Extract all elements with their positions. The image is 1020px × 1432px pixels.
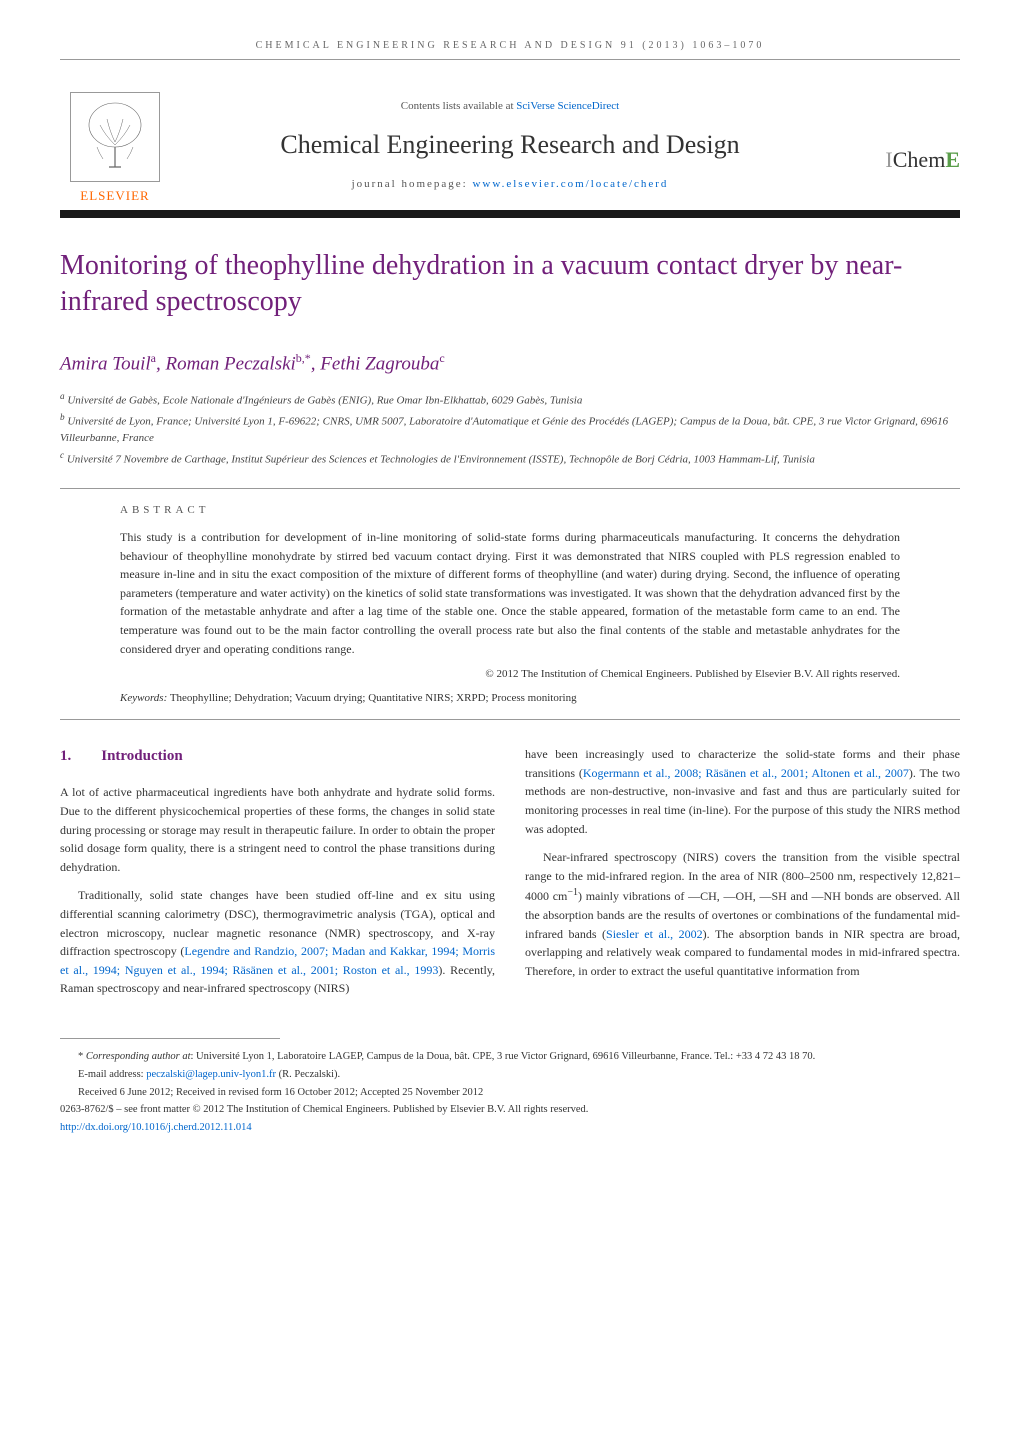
left-column: 1. Introduction A lot of active pharmaceu… (60, 745, 495, 1008)
doi-line: http://dx.doi.org/10.1016/j.cherd.2012.1… (60, 1120, 960, 1136)
header-rule (60, 59, 960, 60)
footer-rule (60, 1038, 280, 1039)
affiliation-a: a Université de Gabès, Ecole Nationale d… (60, 390, 960, 409)
email-link[interactable]: peczalski@lagep.univ-lyon1.fr (146, 1069, 276, 1080)
keywords-text: Theophylline; Dehydration; Vacuum drying… (167, 692, 576, 704)
sciencedirect-link[interactable]: SciVerse ScienceDirect (516, 100, 619, 112)
email-label: E-mail address: (78, 1069, 146, 1080)
elsevier-tree-icon (70, 92, 160, 182)
issn-line: 0263-8762/$ – see front matter © 2012 Th… (60, 1102, 960, 1118)
journal-name: Chemical Engineering Research and Design (185, 130, 835, 160)
abstract-heading: ABSTRACT (120, 504, 900, 516)
journal-banner: ELSEVIER Contents lists available at Sci… (60, 80, 960, 218)
contents-prefix: Contents lists available at (401, 100, 516, 112)
icheme-chem: Chem (893, 147, 946, 172)
body-columns: 1. Introduction A lot of active pharmaceu… (60, 745, 960, 1008)
affiliation-b: b Université de Lyon, France; Université… (60, 411, 960, 447)
footer-block: * Corresponding author at: Université Ly… (60, 1049, 960, 1136)
contents-line: Contents lists available at SciVerse Sci… (185, 100, 835, 112)
email-suffix: (R. Peczalski). (276, 1069, 340, 1080)
keywords-label: Keywords: (120, 692, 167, 704)
section-number: 1. (60, 748, 71, 764)
affiliations: a Université de Gabès, Ecole Nationale d… (60, 390, 960, 468)
right-column: have been increasingly used to character… (525, 745, 960, 1008)
email-line: E-mail address: peczalski@lagep.univ-lyo… (60, 1067, 960, 1083)
icheme-logo: IChemE (850, 117, 960, 173)
right-para-2: Near-infrared spectroscopy (NIRS) covers… (525, 848, 960, 980)
icheme-e: E (945, 147, 960, 172)
section-title: Introduction (101, 748, 182, 764)
corresponding-author: * Corresponding author at: Université Ly… (60, 1049, 960, 1065)
abstract-copyright: © 2012 The Institution of Chemical Engin… (120, 668, 900, 680)
abstract-block: ABSTRACT This study is a contribution fo… (60, 504, 960, 704)
right-para-1: have been increasingly used to character… (525, 745, 960, 838)
rule-below-abstract (60, 719, 960, 720)
homepage-link[interactable]: www.elsevier.com/locate/cherd (472, 178, 668, 190)
left-para-1: A lot of active pharmaceutical ingredien… (60, 783, 495, 876)
homepage-prefix: journal homepage: (352, 178, 473, 190)
abstract-text: This study is a contribution for develop… (120, 528, 900, 658)
left-para-2: Traditionally, solid state changes have … (60, 886, 495, 998)
keywords: Keywords: Theophylline; Dehydration; Vac… (120, 692, 900, 704)
tree-svg (75, 97, 155, 177)
elsevier-text: ELSEVIER (80, 188, 149, 204)
received-line: Received 6 June 2012; Received in revise… (60, 1085, 960, 1101)
doi-link[interactable]: http://dx.doi.org/10.1016/j.cherd.2012.1… (60, 1122, 252, 1133)
section-heading: 1. Introduction (60, 745, 495, 768)
icheme-i: I (885, 147, 892, 172)
journal-homepage: journal homepage: www.elsevier.com/locat… (185, 178, 835, 190)
running-header: CHEMICAL ENGINEERING RESEARCH AND DESIGN… (60, 40, 960, 51)
rule-above-abstract (60, 488, 960, 489)
elsevier-logo: ELSEVIER (60, 80, 170, 210)
affiliation-c: c Université 7 Novembre de Carthage, Ins… (60, 449, 960, 468)
authors: Amira Touila, Roman Peczalskib,*, Fethi … (60, 351, 960, 375)
article-title: Monitoring of theophylline dehydration i… (60, 248, 960, 321)
banner-center: Contents lists available at SciVerse Sci… (170, 100, 850, 190)
